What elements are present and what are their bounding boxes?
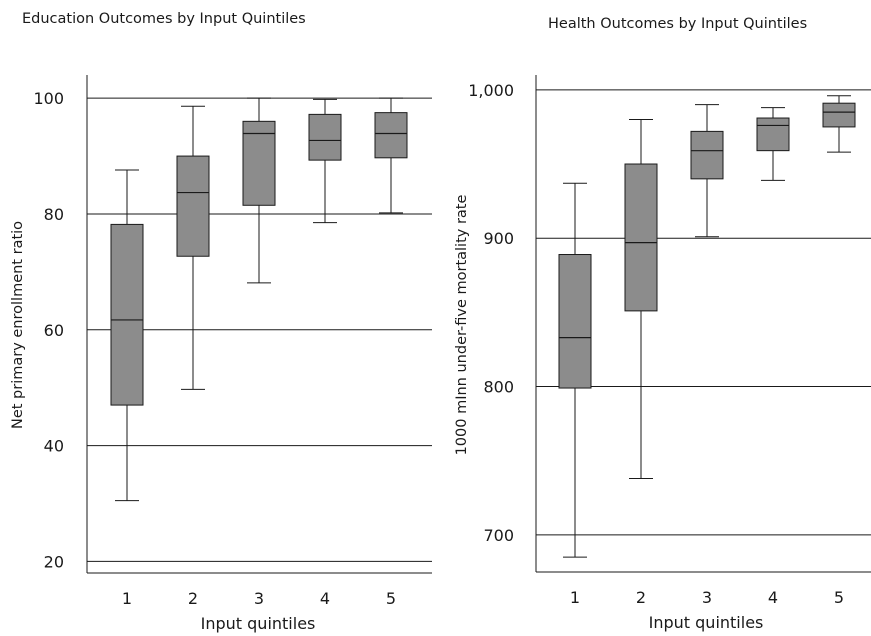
health-box-3	[690, 130, 724, 180]
education-box-3	[242, 120, 276, 206]
education-xtick-label-2: 2	[188, 589, 198, 608]
education-xtick-label-5: 5	[386, 589, 396, 608]
health-box-5	[822, 102, 856, 128]
education-ytick-label-60: 60	[44, 321, 64, 340]
health-ytick-label-800: 800	[483, 378, 514, 397]
health-ytick-label-700: 700	[483, 526, 514, 545]
education-ytick-label-20: 20	[44, 552, 64, 571]
education-box-5	[374, 112, 408, 159]
chart-title-health: Health Outcomes by Input Quintiles	[548, 16, 808, 32]
education-ytick-label-100: 100	[33, 89, 64, 108]
health-box-4	[756, 117, 790, 152]
education-ytick-label-80: 80	[44, 205, 64, 224]
education-x-axis-label: Input quintiles	[201, 614, 316, 633]
health-xtick-label-5: 5	[834, 588, 844, 607]
education-box-4	[308, 113, 342, 161]
chart-title-education: Education Outcomes by Input Quintiles	[22, 11, 306, 27]
health-xtick-label-1: 1	[570, 588, 580, 607]
health-box-2	[624, 163, 658, 312]
education-y-axis-label: Net primary enrollment ratio	[10, 221, 26, 429]
education-xtick-label-1: 1	[122, 589, 132, 608]
health-y-axis-label: 1000 mInn under-five mortality rate	[454, 195, 470, 456]
education-box-1	[110, 223, 144, 406]
education-box-2	[176, 155, 210, 257]
health-xtick-label-4: 4	[768, 588, 778, 607]
health-x-axis-label: Input quintiles	[649, 613, 764, 632]
health-ytick-label-1,000: 1,000	[468, 81, 514, 100]
education-xtick-label-4: 4	[320, 589, 330, 608]
health-ytick-label-900: 900	[483, 229, 514, 248]
health-xtick-label-2: 2	[636, 588, 646, 607]
education-ytick-label-40: 40	[44, 437, 64, 456]
health-xtick-label-3: 3	[702, 588, 712, 607]
education-xtick-label-3: 3	[254, 589, 264, 608]
health-box-1	[558, 254, 592, 389]
